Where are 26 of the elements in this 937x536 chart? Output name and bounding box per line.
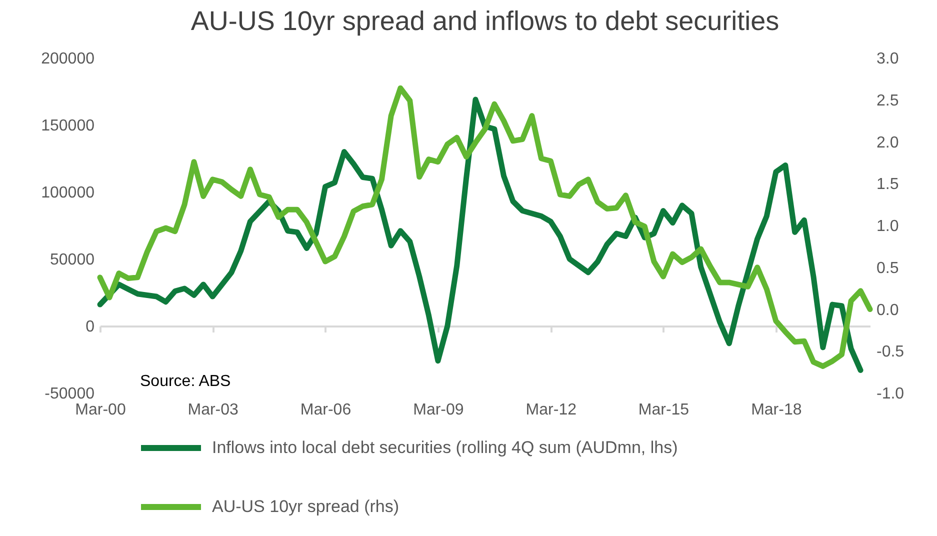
y2-tick-label: 0.0 xyxy=(876,302,899,319)
y2-tick-label: 2.0 xyxy=(876,134,899,152)
y2-tick-label: 0.5 xyxy=(876,260,899,277)
legend-label: AU-US 10yr spread (rhs) xyxy=(212,497,400,516)
y-tick-label: 0 xyxy=(86,318,95,336)
x-tick-label: Mar-12 xyxy=(526,402,577,418)
chart-title: AU-US 10yr spread and inflows to debt securities xyxy=(190,6,780,36)
x-tick-label: Mar-06 xyxy=(300,402,352,418)
y-tick-label: -50000 xyxy=(44,386,95,402)
y2-tick-label: 1.5 xyxy=(876,176,899,194)
legend-label: Inflows into local debt securities (rolling 4Q sum (AUDmn, lhs) xyxy=(212,438,678,457)
y2-tick-label: -0.5 xyxy=(876,344,904,361)
y2-tick-label: 3.0 xyxy=(876,50,899,68)
y2-tick-label: -1.0 xyxy=(876,386,904,402)
y-tick-label: 200000 xyxy=(41,50,95,68)
y-tick-label: 100000 xyxy=(41,184,95,202)
x-tick-label: Mar-18 xyxy=(751,402,802,418)
y-tick-label: 50000 xyxy=(50,252,95,268)
x-tick-label: Mar-03 xyxy=(188,402,239,418)
x-tick-label: Mar-15 xyxy=(638,402,690,418)
annotation: Source: ABS xyxy=(140,373,231,390)
x-tick-label: Mar-09 xyxy=(413,402,464,418)
y-tick-label: 150000 xyxy=(41,118,95,134)
y2-tick-label: 2.5 xyxy=(876,92,899,110)
x-tick-label: Mar-00 xyxy=(75,402,126,418)
y2-tick-label: 1.0 xyxy=(876,218,899,235)
